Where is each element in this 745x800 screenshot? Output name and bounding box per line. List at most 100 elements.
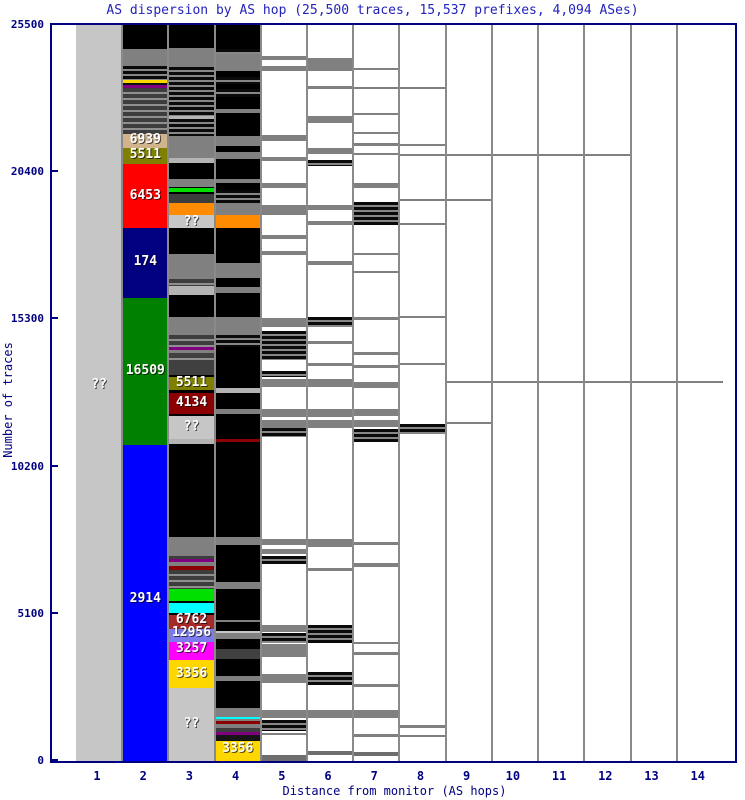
y-axis-label: Number of traces (1, 342, 15, 458)
bar-column-hop-12 (584, 25, 631, 761)
y-tick-label: 0 (37, 754, 44, 767)
bar-segment (307, 221, 354, 226)
x-tick-label: 12 (598, 769, 613, 783)
column-separator (213, 25, 216, 761)
column-separator (167, 25, 170, 761)
bar-segment (353, 364, 400, 368)
segment-label: 174 (133, 253, 158, 269)
column-separator (583, 25, 586, 761)
bar-segment (214, 719, 261, 722)
bar-segment (491, 380, 539, 383)
segment-label: 5511 (175, 375, 208, 391)
bar-segment (399, 362, 446, 365)
bar-segment (353, 131, 400, 134)
bar-segment (445, 422, 492, 425)
y-tick-mark (52, 759, 58, 761)
bar-segment (122, 84, 169, 88)
column-separator (675, 25, 678, 761)
bar-segment (214, 439, 261, 443)
bar-segment (538, 380, 585, 383)
bar-segment (214, 88, 261, 97)
bar-segment (214, 387, 261, 393)
bar-segment (399, 725, 446, 729)
y-tick-mark (52, 23, 58, 25)
bar-segment (214, 728, 261, 733)
bar-segment (399, 223, 446, 226)
bar-segment (260, 183, 308, 188)
bar-column-hop-7 (353, 25, 400, 761)
y-tick-mark (52, 170, 58, 173)
bar-segment (260, 371, 308, 377)
bar-segment (168, 565, 215, 570)
plot-area: ?? 2914 16509 174 6453 5511 6939?? 3356 3257 1295… (50, 23, 737, 763)
bar-segment (353, 112, 400, 115)
bar-segment (260, 205, 308, 216)
bar-segment (353, 202, 400, 226)
bar-segment (214, 735, 261, 742)
bar-segment (214, 25, 261, 49)
bar-segment (214, 633, 261, 639)
bar-segment (353, 68, 400, 71)
bar-segment (260, 548, 308, 554)
bar-segment (168, 334, 215, 347)
x-tick-label: 14 (690, 769, 705, 783)
bar-segment (168, 437, 215, 440)
bar-segment (168, 392, 215, 414)
x-tick-label: 4 (232, 769, 240, 783)
bar-segment (399, 86, 446, 89)
bar-segment (214, 70, 261, 77)
bar-segment (168, 192, 215, 195)
bar-segment (445, 153, 492, 156)
bar-segment (122, 66, 169, 80)
bar-segment (168, 279, 215, 286)
bar-segment (168, 375, 215, 377)
bar-segment (214, 286, 261, 294)
bar-segment (353, 409, 400, 417)
segment-label: ?? (183, 419, 200, 435)
bar-segment (168, 559, 215, 563)
bar-segment (214, 581, 261, 589)
bar-column-hop-3: ?? 3356 3257 12956 6762?? 4134 5511?? (168, 25, 215, 761)
bar-segment (122, 163, 169, 228)
bar-segment (445, 380, 492, 383)
bar-segment (214, 408, 261, 414)
bar-segment (260, 538, 308, 545)
bar-column-hop-14 (676, 25, 723, 761)
bar-segment (168, 285, 215, 295)
bar-segment (168, 203, 215, 216)
x-tick-label: 10 (505, 769, 521, 783)
bar-segment (122, 79, 169, 84)
bar-segment (76, 25, 123, 761)
bar-segment (122, 87, 169, 134)
bar-segment (307, 419, 354, 428)
bar-segment (168, 66, 215, 116)
segment-label: ?? (183, 715, 200, 731)
segment-label: 6762 (175, 612, 208, 628)
bar-segment (168, 346, 215, 350)
bar-segment (214, 717, 261, 720)
bar-segment (676, 380, 723, 383)
chart-title: AS dispersion by AS hop (25,500 traces, … (106, 3, 639, 18)
bar-segment (307, 378, 354, 387)
bar-segment (260, 427, 308, 438)
bar-segment (353, 429, 400, 443)
bar-segment (168, 215, 215, 228)
bar-segment (168, 188, 215, 193)
x-tick-label: 5 (278, 769, 286, 783)
bar-segment (353, 734, 400, 738)
segment-label: ?? (91, 376, 107, 392)
bar-segment (260, 624, 308, 632)
bar-segment (168, 162, 215, 179)
bar-segment (214, 83, 261, 89)
y-tick-label: 15300 (10, 312, 44, 326)
bar-segment (260, 643, 308, 657)
bar-segment (399, 315, 446, 318)
bar-segment (353, 752, 400, 757)
bar-segment (168, 294, 215, 317)
bar-column-hop-4: 3356 (214, 25, 261, 761)
bar-segment (260, 331, 308, 360)
x-tick-label: 3 (185, 769, 194, 783)
bar-segment (214, 215, 261, 228)
bar-segment (260, 733, 308, 736)
bar-segment (168, 357, 215, 361)
